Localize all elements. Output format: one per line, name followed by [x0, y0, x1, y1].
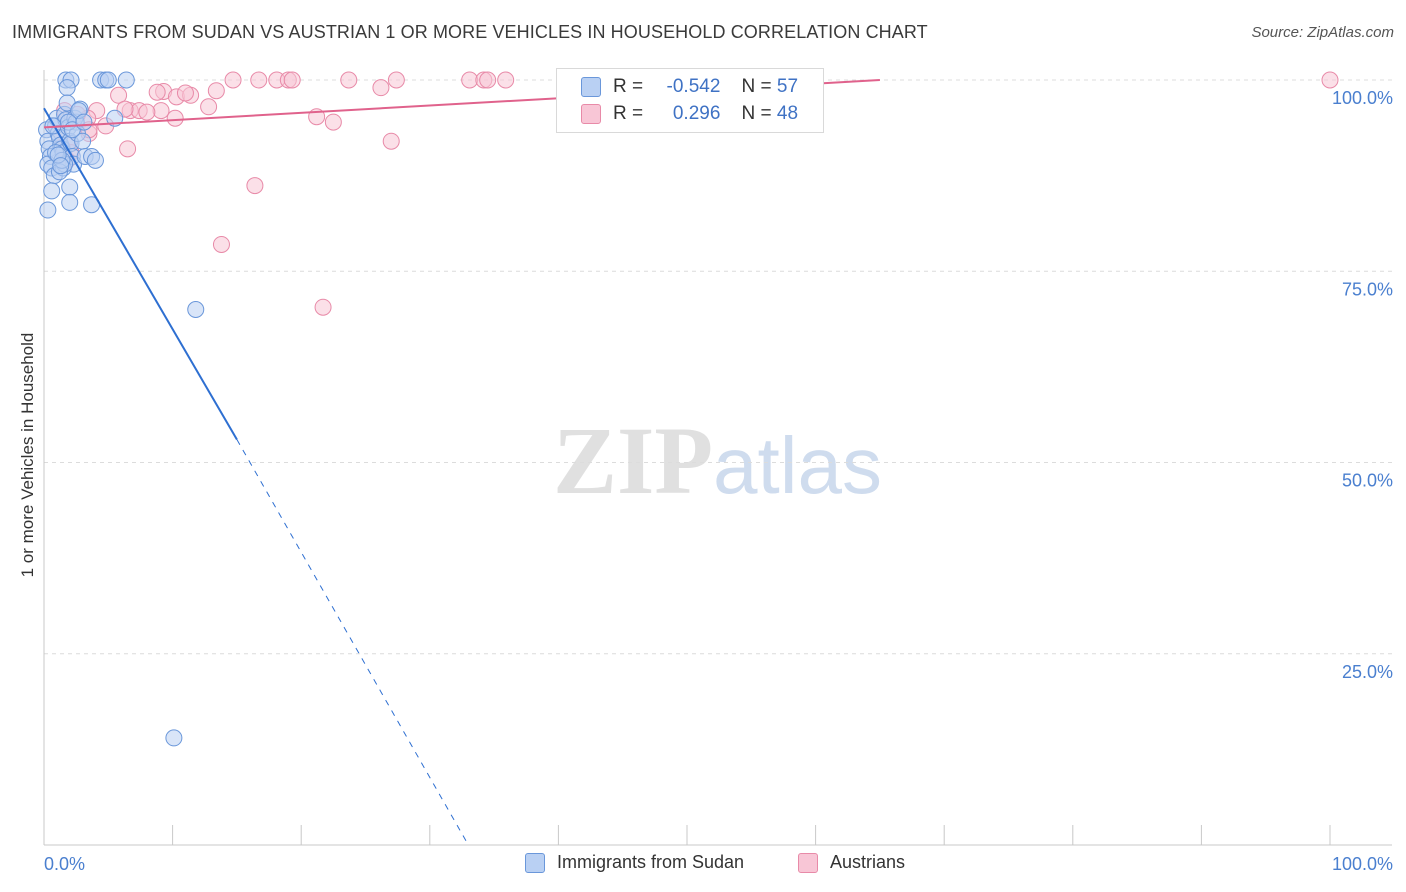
point-austrians: [387, 71, 405, 89]
point-sudan: [187, 301, 205, 318]
point-sudan: [39, 201, 57, 219]
legend-swatch-blue: [525, 852, 545, 873]
stats-row-pink: R = 0.296 N = 48: [581, 101, 798, 127]
legend-label: Immigrants from Sudan: [557, 852, 745, 872]
point-austrians: [152, 102, 170, 120]
stats-n-label: N =: [741, 76, 772, 97]
point-austrians: [372, 79, 390, 97]
stats-n-value: 48: [776, 103, 799, 124]
legend-label: Austrians: [830, 852, 906, 872]
point-austrians: [283, 71, 301, 89]
point-austrians: [250, 71, 268, 89]
y-tick-label: 100.0%: [1332, 88, 1393, 108]
point-austrians: [110, 86, 128, 104]
stats-r-label: R =: [613, 76, 644, 97]
point-sudan: [165, 729, 183, 747]
watermark: ZIPatlas: [553, 405, 882, 516]
point-austrians: [382, 132, 400, 150]
stats-r-value: 0.296: [672, 103, 721, 124]
stats-n-label: N =: [741, 103, 772, 124]
point-austrians: [166, 109, 184, 127]
legend-swatch-pink: [798, 852, 818, 873]
point-sudan: [61, 178, 79, 196]
point-sudan: [75, 113, 93, 131]
y-axis-label: 1 or more Vehicles in Household: [18, 332, 37, 578]
point-austrians: [340, 71, 358, 89]
point-sudan: [86, 151, 104, 169]
point-sudan: [43, 182, 61, 200]
point-austrians: [324, 113, 342, 131]
point-austrians: [207, 82, 225, 100]
legend-item-austrians[interactable]: Austrians: [798, 852, 905, 873]
stats-n-value: 57: [776, 76, 799, 97]
y-tick-label: 25.0%: [1342, 662, 1393, 682]
stats-swatch-blue: [581, 77, 601, 97]
point-sudan: [61, 193, 79, 211]
point-austrians: [224, 71, 242, 89]
stats-r-label: R =: [613, 103, 644, 124]
y-tick-label: 50.0%: [1342, 471, 1393, 491]
point-austrians: [119, 140, 137, 158]
chart-title: IMMIGRANTS FROM SUDAN VS AUSTRIAN 1 OR M…: [12, 22, 928, 42]
trendline-sudan-extension: [236, 439, 469, 846]
legend: Immigrants from Sudan Austrians: [0, 850, 1406, 880]
point-austrians: [497, 71, 515, 89]
point-sudan: [117, 71, 135, 89]
point-austrians: [479, 71, 497, 89]
point-austrians: [148, 83, 166, 101]
point-austrians: [138, 103, 156, 121]
point-austrians: [1321, 71, 1339, 89]
x-tick-label: 100.0%: [1332, 854, 1393, 874]
point-sudan: [99, 71, 117, 89]
point-austrians: [176, 84, 194, 102]
stats-box: R = -0.542 N = 57 R = 0.296 N = 48: [556, 68, 824, 133]
stats-r-value: -0.542: [666, 76, 721, 97]
legend-item-sudan[interactable]: Immigrants from Sudan: [525, 852, 744, 873]
source-text: Source: ZipAtlas.com: [1251, 24, 1394, 41]
y-tick-label: 75.0%: [1342, 279, 1393, 299]
point-austrians: [246, 177, 264, 195]
point-austrians: [212, 235, 230, 253]
point-austrians: [461, 71, 479, 89]
watermark-atlas: atlas: [713, 421, 883, 510]
point-austrians: [314, 298, 332, 316]
point-sudan: [58, 79, 76, 97]
trendline-sudan: [43, 107, 238, 441]
stats-swatch-pink: [581, 104, 601, 124]
point-austrians: [200, 98, 218, 116]
watermark-zip: ZIP: [553, 407, 714, 514]
stats-row-blue: R = -0.542 N = 57: [581, 74, 798, 100]
x-tick-label: 0.0%: [44, 854, 85, 874]
point-sudan: [52, 157, 70, 175]
